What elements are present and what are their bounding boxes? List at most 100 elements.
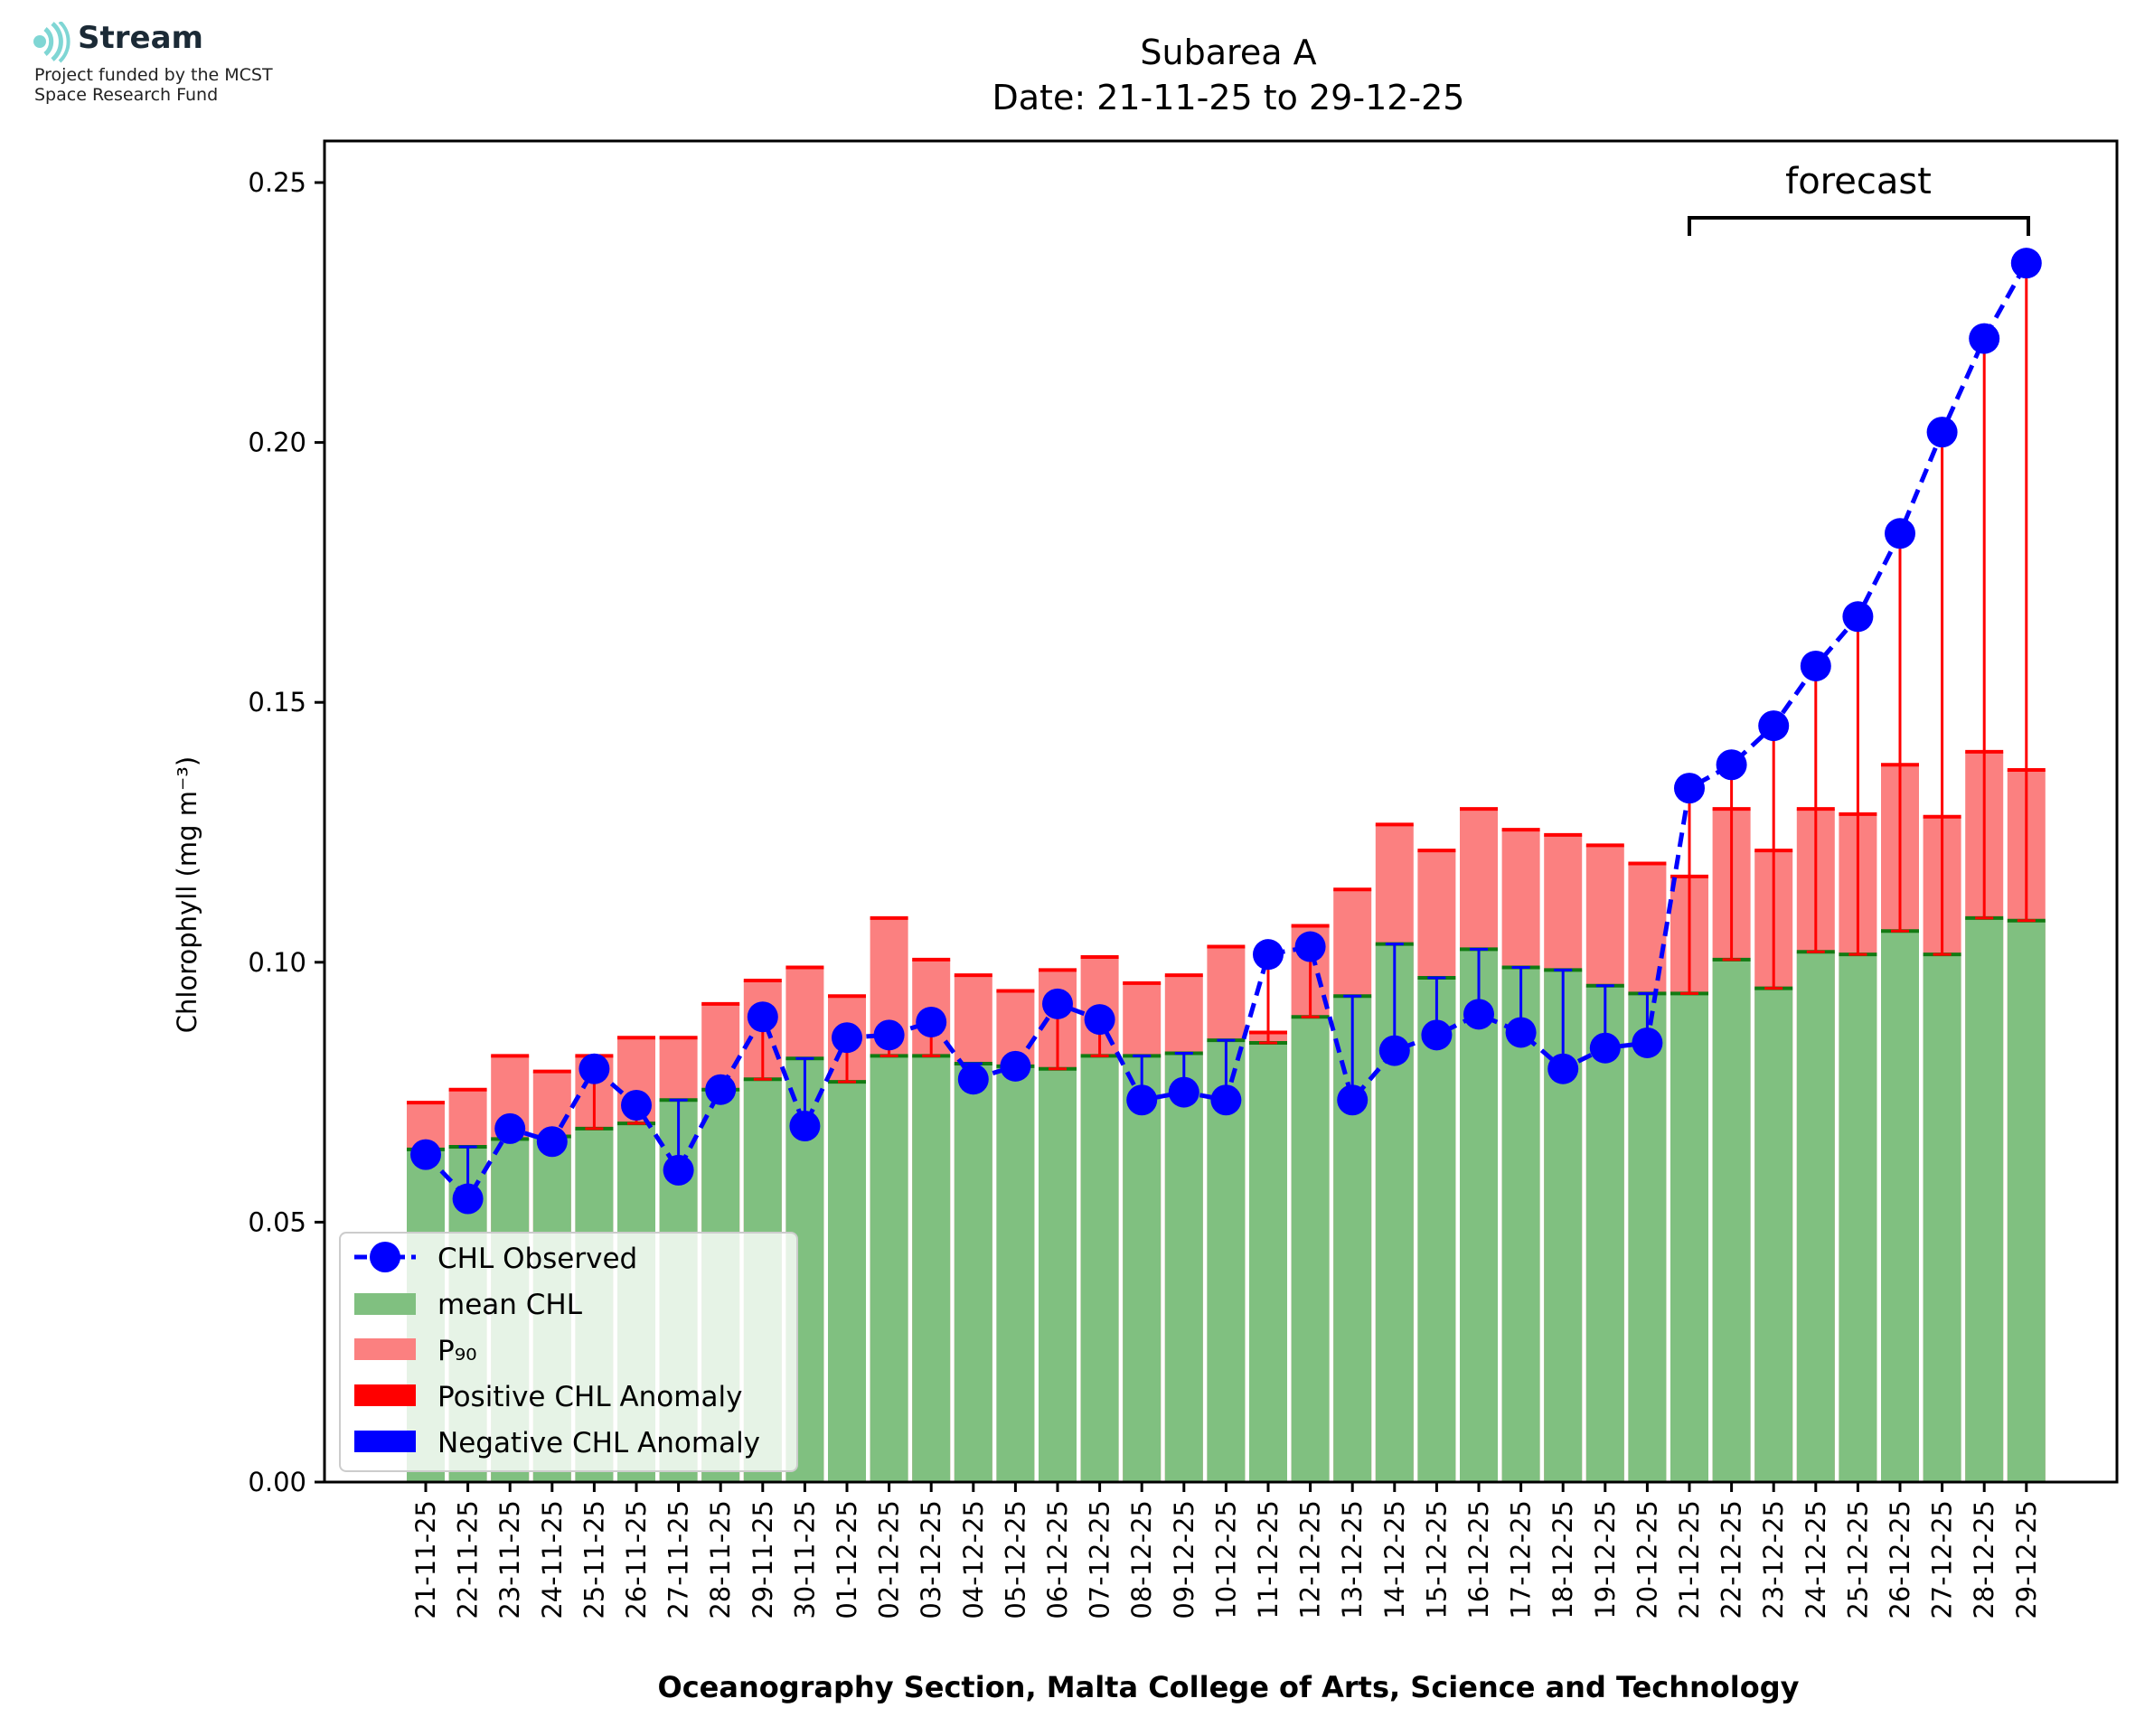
mean-bar (1039, 1068, 1077, 1482)
x-tick-label: 26-11-25 (621, 1500, 652, 1619)
mean-bar (1164, 1053, 1203, 1482)
x-tick-label: 03-12-25 (916, 1500, 946, 1619)
x-tick-label: 18-12-25 (1547, 1500, 1578, 1619)
x-tick-label: 24-11-25 (537, 1500, 568, 1619)
observed-point (1716, 749, 1747, 781)
mean-bar (1628, 993, 1667, 1482)
observed-point (1084, 1004, 1115, 1036)
observed-point (1378, 1035, 1410, 1066)
mean-bar (1501, 967, 1540, 1482)
mean-bar (1123, 1056, 1162, 1482)
x-axis-label: Oceanography Section, Malta College of A… (658, 1670, 1800, 1704)
observed-point (1632, 1027, 1663, 1058)
legend-positive-swatch (354, 1384, 416, 1406)
observed-point (873, 1019, 905, 1051)
x-tick-label: 26-12-25 (1885, 1500, 1915, 1619)
x-tick-label: 06-12-25 (1042, 1500, 1073, 1619)
observed-point (494, 1112, 526, 1144)
mean-bar (1080, 1056, 1119, 1482)
legend-p90-label: P₉₀ (437, 1335, 477, 1367)
x-tick-label: 28-11-25 (705, 1500, 736, 1619)
y-tick-label: 0.20 (248, 427, 306, 458)
observed-point (2010, 248, 2042, 279)
observed-point (832, 1022, 862, 1054)
y-axis-label: Chlorophyll (mg m⁻³) (172, 756, 202, 1033)
x-tick-label: 23-11-25 (494, 1500, 525, 1619)
observed-point (705, 1074, 737, 1105)
observed-point (1421, 1019, 1453, 1051)
x-tick-label: 25-12-25 (1842, 1500, 1873, 1619)
funding-line-2: Space Research Fund (34, 85, 219, 105)
x-tick-label: 25-11-25 (578, 1500, 609, 1619)
funding-text: Project funded by the MCST Space Researc… (34, 65, 273, 105)
mean-bar (1965, 917, 2004, 1482)
stream-logo: Stream Project funded by the MCST Space … (33, 20, 273, 105)
observed-point (1463, 999, 1494, 1030)
x-tick-label: 24-12-25 (1801, 1500, 1831, 1619)
x-tick-label: 21-11-25 (410, 1500, 441, 1619)
x-tick-label: 07-12-25 (1085, 1500, 1115, 1619)
mean-bar (1670, 993, 1708, 1482)
x-tick-label: 11-12-25 (1253, 1500, 1284, 1619)
y-tick-label: 0.10 (248, 947, 306, 978)
x-tick-label: 04-12-25 (958, 1500, 989, 1619)
mean-bar (1585, 985, 1624, 1482)
mean-bar (1839, 954, 1877, 1482)
x-tick-label: 20-12-25 (1632, 1500, 1662, 1619)
x-tick-label: 21-12-25 (1674, 1500, 1705, 1619)
chart-title: Subarea A (1140, 33, 1316, 72)
legend-negative-label: Negative CHL Anomaly (437, 1427, 760, 1459)
x-tick-label: 27-11-25 (663, 1500, 694, 1619)
observed-point (1758, 710, 1790, 742)
mean-bar (1460, 949, 1498, 1482)
x-tick-label: 14-12-25 (1379, 1500, 1410, 1619)
x-tick-label: 13-12-25 (1337, 1500, 1368, 1619)
mean-bar (1249, 1042, 1287, 1482)
observed-point (1168, 1076, 1199, 1108)
plot-frame (323, 139, 2119, 1484)
x-tick-label: 12-12-25 (1295, 1500, 1326, 1619)
legend-p90-swatch (354, 1338, 416, 1360)
observed-point (1210, 1084, 1242, 1116)
x-tick-label: 16-12-25 (1463, 1500, 1494, 1619)
x-tick-label: 08-12-25 (1126, 1500, 1157, 1619)
observed-point (1885, 518, 1915, 549)
x-tick-label: 05-12-25 (1000, 1500, 1030, 1619)
y-tick-label: 0.25 (248, 167, 306, 198)
legend-negative-swatch (354, 1431, 416, 1452)
legend-box (339, 1232, 798, 1472)
x-tick-label: 29-12-25 (2011, 1500, 2042, 1619)
y-tick-label: 0.05 (248, 1206, 306, 1237)
mean-bar (1796, 952, 1835, 1482)
observed-point (1842, 601, 1874, 633)
forecast-label: forecast (1785, 161, 1932, 202)
y-tick-label: 0.15 (248, 687, 306, 718)
observed-point (1505, 1017, 1537, 1048)
x-tick-label: 22-12-25 (1717, 1500, 1747, 1619)
legend-positive-label: Positive CHL Anomaly (437, 1381, 742, 1413)
mean-bar (1754, 988, 1793, 1482)
observed-point (916, 1006, 947, 1037)
y-tick-label: 0.00 (248, 1467, 306, 1497)
mean-bar (828, 1082, 866, 1482)
observed-point (621, 1089, 652, 1121)
x-tick-label: 27-12-25 (1927, 1500, 1958, 1619)
mean-bar (954, 1063, 992, 1482)
x-tick-label: 17-12-25 (1506, 1500, 1537, 1619)
x-tick-label: 29-11-25 (748, 1500, 778, 1619)
mean-bar (1712, 959, 1751, 1482)
logo-name: Stream (78, 20, 203, 56)
mean-bar (2007, 920, 2046, 1482)
legend-mean-label: mean CHL (437, 1289, 583, 1321)
x-tick-label: 30-11-25 (789, 1500, 820, 1619)
observed-point (789, 1110, 821, 1141)
chart-subtitle: Date: 21-11-25 to 29-12-25 (992, 78, 1465, 117)
observed-layer (410, 248, 2042, 1215)
mean-bar (912, 1056, 951, 1482)
mean-bar (1417, 978, 1456, 1482)
observed-point (578, 1053, 610, 1084)
legend-observed-label: CHL Observed (437, 1243, 637, 1275)
observed-point (1294, 931, 1326, 962)
observed-point (1337, 1084, 1369, 1116)
